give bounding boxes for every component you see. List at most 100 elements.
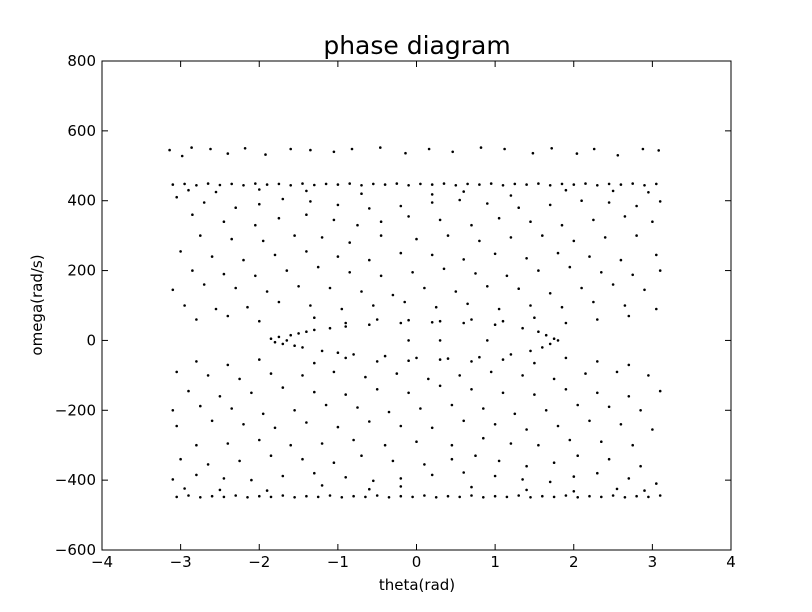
scatter-point (529, 220, 532, 223)
scatter-point (195, 360, 198, 363)
scatter-point (344, 476, 348, 479)
scatter-point (261, 239, 265, 243)
scatter-point (202, 283, 206, 286)
scatter-point (258, 438, 261, 442)
scatter-point (470, 223, 473, 227)
scatter-point (171, 409, 175, 412)
scatter-point (258, 494, 261, 498)
scatter-point (273, 340, 277, 344)
scatter-point (273, 426, 277, 430)
scatter-point (493, 423, 497, 426)
scatter-point (588, 494, 591, 498)
scatter-point (584, 182, 587, 185)
scatter-point (493, 494, 497, 498)
scatter-point (324, 182, 328, 186)
scatter-point (210, 255, 214, 258)
scatter-point (242, 423, 245, 426)
scatter-point (183, 487, 186, 490)
scatter-point (340, 496, 344, 499)
scatter-point (391, 293, 395, 297)
scatter-point (368, 487, 371, 491)
scatter-point (631, 182, 634, 185)
scatter-point (596, 318, 599, 321)
scatter-point (379, 146, 382, 149)
scatter-point (611, 283, 615, 286)
scatter-point (548, 203, 552, 207)
scatter-point (222, 220, 226, 223)
y-tick-label: −200 (55, 401, 96, 419)
scatter-point (501, 184, 505, 187)
scatter-point (607, 457, 611, 461)
scatter-point (242, 184, 245, 187)
scatter-point (517, 287, 520, 291)
scatter-point (281, 342, 285, 346)
scatter-point (243, 147, 247, 150)
scatter-point (533, 316, 536, 320)
scatter-point (641, 147, 645, 151)
scatter-point (548, 342, 552, 346)
scatter-point (576, 454, 579, 458)
scatter-point (265, 290, 269, 293)
scatter-point (423, 463, 426, 466)
scatter-point (171, 183, 175, 186)
scatter-point (564, 388, 568, 391)
scatter-point (238, 377, 241, 381)
x-tick-label: 3 (648, 553, 658, 571)
scatter-point (470, 485, 473, 489)
scatter-point (541, 346, 544, 349)
scatter-point (191, 269, 194, 272)
scatter-point (328, 286, 332, 290)
scatter-point (313, 361, 316, 365)
scatter-point (383, 354, 387, 358)
scatter-point (505, 495, 509, 499)
scatter-point (403, 300, 407, 304)
scatter-point (285, 269, 289, 272)
scatter-point (603, 236, 607, 239)
scatter-point (482, 407, 485, 410)
scatter-point (658, 269, 662, 272)
scatter-point (336, 351, 340, 355)
scatter-point (509, 353, 513, 356)
scatter-point (199, 404, 202, 408)
scatter-point (635, 204, 638, 208)
scatter-point (411, 271, 414, 274)
scatter-point (655, 482, 658, 485)
scatter-point (332, 150, 336, 154)
scatter-point (619, 183, 623, 186)
scatter-point (615, 370, 619, 374)
scatter-point (309, 148, 312, 152)
scatter-point (324, 403, 328, 407)
scatter-point (438, 319, 442, 323)
scatter-point (525, 464, 528, 468)
scatter-point (415, 440, 418, 444)
scatter-point (619, 258, 623, 262)
scatter-point (548, 292, 552, 295)
scatter-point (399, 485, 403, 488)
scatter-point (655, 182, 658, 186)
scatter-point (450, 443, 454, 447)
scatter-point (489, 370, 493, 374)
scatter-point (423, 494, 426, 497)
plot-frame (101, 60, 732, 551)
scatter-point (383, 183, 387, 186)
scatter-point (399, 321, 403, 325)
scatter-point (277, 216, 281, 220)
scatter-point (470, 360, 473, 363)
scatter-point (623, 496, 627, 499)
scatter-point (336, 183, 340, 186)
scatter-point (250, 478, 253, 482)
scatter-point (596, 471, 599, 475)
scatter-point (206, 374, 210, 377)
scatter-point (285, 339, 289, 342)
scatter-point (611, 494, 615, 497)
scatter-point (509, 442, 513, 445)
scatter-point (651, 220, 654, 223)
scatter-point (226, 152, 230, 155)
scatter-point (404, 151, 407, 155)
scatter-point (301, 346, 304, 349)
scatter-point (226, 442, 230, 445)
scatter-point (647, 374, 650, 377)
scatter-point (269, 495, 273, 499)
scatter-point (360, 192, 363, 195)
scatter-point (478, 183, 481, 186)
